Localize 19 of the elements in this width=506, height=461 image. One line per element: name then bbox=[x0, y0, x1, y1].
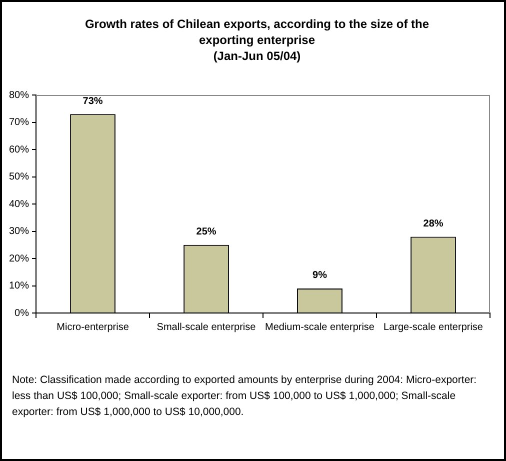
y-tick-label: 80% bbox=[9, 90, 30, 101]
x-tick-label: Large-scale enterprise bbox=[384, 322, 484, 333]
y-tick-label: 70% bbox=[9, 117, 30, 128]
y-tick-label: 50% bbox=[9, 172, 30, 182]
data-label: 9% bbox=[312, 270, 328, 282]
data-label: 28% bbox=[423, 218, 444, 230]
data-label: 73% bbox=[82, 96, 103, 107]
y-tick-label: 10% bbox=[9, 280, 30, 292]
chart-title: Growth rates of Chilean exports, according to the size of the exporting enterprise (Jan-Jun 05/04) bbox=[84, 16, 430, 64]
text: Note: Classification made according to exported amounts by enterprise during 2004: Micro-exporter: less than US$ 100,000; Small-scale exporter: from US$ 100,000 to US$ 1,000,000; Small-scale exporter: from US$ 1,000,000 to US$ 10,000,000. bbox=[12, 373, 478, 420]
y-tick-label: 30% bbox=[9, 226, 30, 237]
x-tick-label: Small-scale enterprise bbox=[156, 322, 256, 333]
y-tick-label: 40% bbox=[9, 198, 30, 210]
y-tick-label: 20% bbox=[9, 253, 30, 264]
x-tick-label: Medium-scale enterprise bbox=[265, 322, 375, 333]
y-tick-label: 0% bbox=[14, 308, 30, 319]
y-tick-label: 60% bbox=[9, 144, 30, 156]
data-label: 25% bbox=[196, 226, 216, 238]
x-tick-label: Micro-enterprise bbox=[56, 322, 130, 333]
